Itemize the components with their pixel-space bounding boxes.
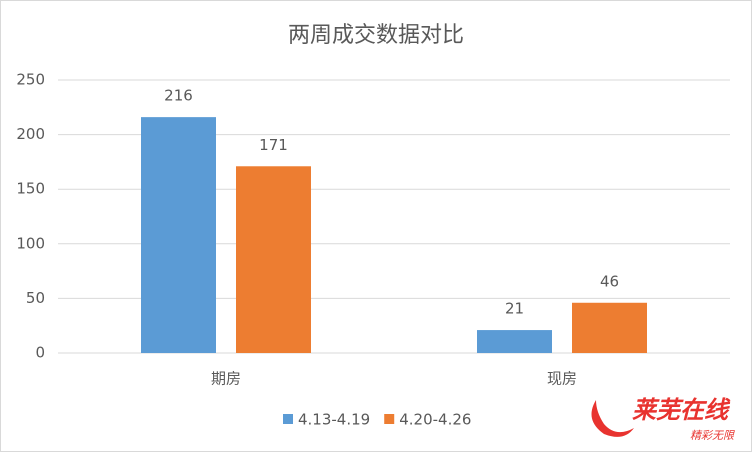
- y-tick-label: 50: [26, 289, 45, 307]
- y-tick-label: 0: [35, 344, 45, 362]
- watermark: 莱芜在线 精彩无限: [591, 396, 735, 442]
- y-tick-label: 100: [16, 234, 45, 252]
- data-label: 46: [600, 272, 619, 290]
- data-label: 21: [505, 300, 524, 318]
- bar: [572, 302, 647, 353]
- legend-swatch: [384, 414, 395, 424]
- watermark-text: 莱芜在线: [632, 396, 731, 424]
- bar: [141, 117, 216, 354]
- legend-swatch: [283, 414, 293, 424]
- x-tick-label: 期房: [211, 370, 241, 388]
- y-tick-label: 150: [16, 180, 45, 198]
- data-label: 216: [164, 87, 193, 105]
- x-tick-label: 现房: [547, 370, 577, 388]
- watermark-logo: [591, 400, 634, 437]
- data-label: 171: [259, 136, 288, 154]
- y-tick-label: 250: [16, 71, 45, 89]
- legend-label: 4.20-4.26: [399, 411, 471, 429]
- watermark-subtext: 精彩无限: [690, 429, 735, 442]
- bar: [477, 330, 552, 353]
- chart-title: 两周成交数据对比: [288, 23, 464, 48]
- y-tick-label: 200: [16, 125, 45, 143]
- legend-label: 4.13-4.19: [298, 411, 370, 429]
- bar: [236, 166, 311, 353]
